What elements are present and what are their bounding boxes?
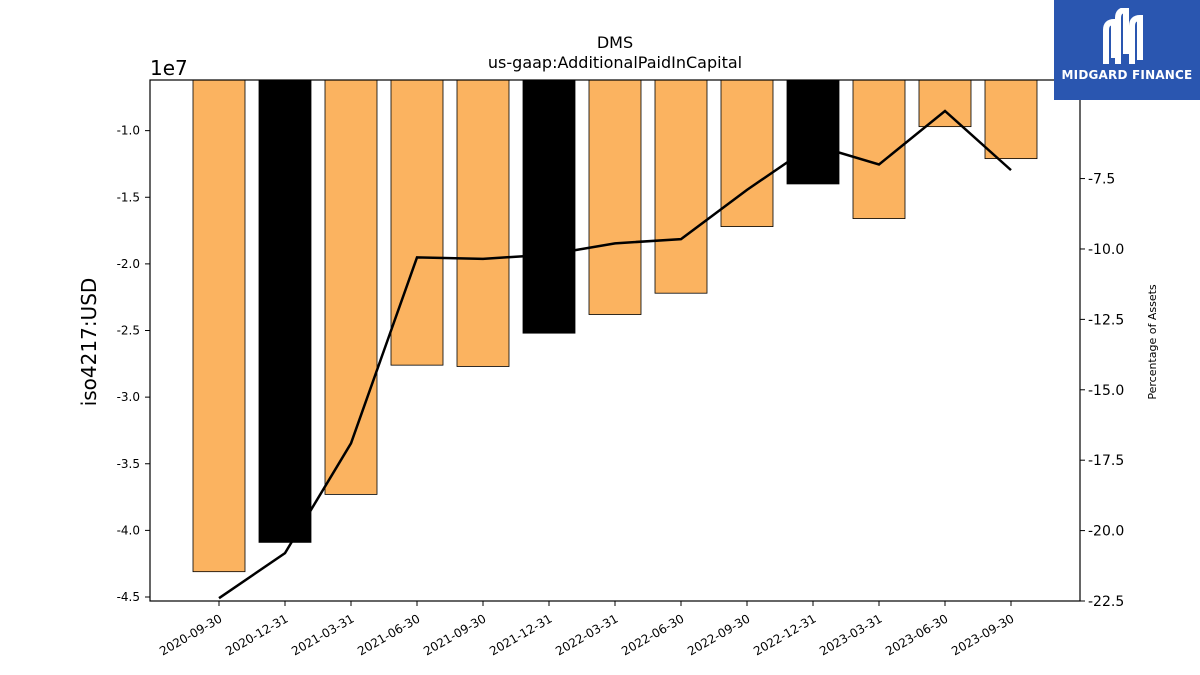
y2-axis-label: Percentage of Assets <box>1146 284 1159 400</box>
x-tick-label: 2023-06-30 <box>883 611 950 658</box>
bar-2022-06-30 <box>654 79 708 294</box>
bar-2021-12-31 <box>522 79 576 334</box>
bar-2021-06-30 <box>390 79 444 366</box>
bar-2022-12-31 <box>786 79 840 185</box>
percentage-of-assets-line <box>218 109 1012 600</box>
bar-2021-03-31 <box>324 79 378 495</box>
bar-2021-09-30 <box>456 79 510 367</box>
y-offset-label: 1e7 <box>150 56 188 80</box>
y2-tick-label: -10.0 <box>1088 242 1124 258</box>
bar-2023-06-30 <box>918 79 972 128</box>
y-tick-label: -4.5 <box>117 590 140 604</box>
y2-tick-label: -17.5 <box>1088 453 1124 469</box>
y-tick-label: -2.0 <box>117 257 140 271</box>
x-tick-label: 2021-12-31 <box>487 611 554 658</box>
y2-tick-label: -12.5 <box>1088 312 1124 328</box>
logo-text: MIDGARD FINANCE <box>1061 68 1193 82</box>
y-tick-label: -3.5 <box>117 457 140 471</box>
chart-subtitle: us-gaap:AdditionalPaidInCapital <box>488 53 742 72</box>
x-tick-label: 2023-09-30 <box>949 611 1016 658</box>
x-tick-label: 2022-12-31 <box>751 611 818 658</box>
midgard-finance-logo: MIDGARD FINANCE <box>1054 0 1200 100</box>
y2-tick-label: -15.0 <box>1088 383 1124 399</box>
x-tick-label: 2020-09-30 <box>157 611 224 658</box>
x-tick-label: 2021-03-31 <box>289 611 356 658</box>
x-tick-label: 2023-03-31 <box>817 611 884 658</box>
y-tick-label: -1.0 <box>117 124 140 138</box>
y2-tick-label: -7.5 <box>1088 172 1115 188</box>
x-tick-label: 2022-09-30 <box>685 611 752 658</box>
y-tick-label: -4.0 <box>117 523 140 537</box>
y-tick-label: -2.5 <box>117 324 140 338</box>
bar-2020-12-31 <box>258 79 312 543</box>
chart-title: DMS <box>597 33 633 52</box>
bar-2023-09-30 <box>984 79 1038 160</box>
y2-tick-label: -20.0 <box>1088 524 1124 540</box>
y-axis-label: iso4217:USD <box>77 278 101 407</box>
x-tick-label: 2022-03-31 <box>553 611 620 658</box>
y-tick-label: -3.0 <box>117 390 140 404</box>
bar-2020-09-30 <box>192 79 246 573</box>
y-tick-label: -1.5 <box>117 190 140 204</box>
logo-mark-icon <box>1103 8 1143 64</box>
bar-2022-03-31 <box>588 79 642 315</box>
y2-tick-label: -22.5 <box>1088 594 1124 610</box>
x-tick-label: 2021-06-30 <box>355 611 422 658</box>
x-tick-label: 2021-09-30 <box>421 611 488 658</box>
x-tick-label: 2020-12-31 <box>223 611 290 658</box>
x-tick-label: 2022-06-30 <box>619 611 686 658</box>
